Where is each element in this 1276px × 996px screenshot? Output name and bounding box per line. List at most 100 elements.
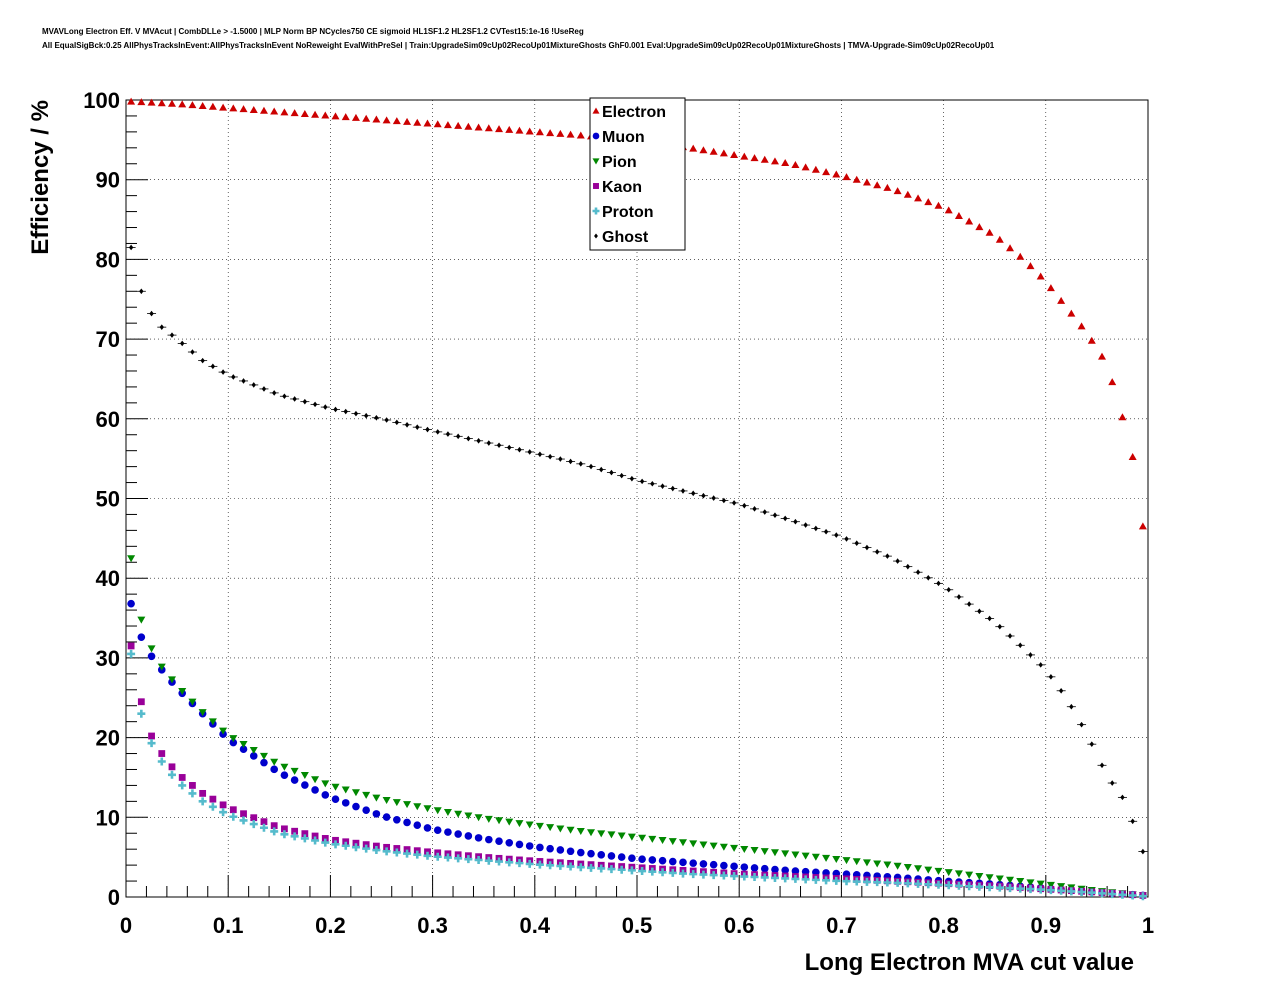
- legend-label: Electron: [602, 104, 666, 121]
- data-point: [351, 843, 360, 852]
- data-points: [126, 97, 1148, 901]
- data-point: [351, 113, 360, 121]
- data-point: [864, 544, 870, 551]
- data-point: [505, 125, 514, 133]
- data-point: [231, 374, 236, 380]
- data-point: [505, 818, 514, 826]
- data-point: [770, 873, 779, 882]
- data-point: [454, 854, 463, 863]
- data-point: [198, 709, 207, 717]
- data-point: [374, 414, 379, 421]
- data-point: [556, 846, 565, 854]
- data-point: [301, 830, 309, 838]
- data-point: [915, 569, 921, 576]
- data-point: [617, 865, 626, 874]
- data-point: [629, 475, 635, 482]
- data-point: [1057, 296, 1066, 304]
- data-point: [576, 131, 585, 139]
- data-point: [384, 417, 389, 423]
- data-point: [1046, 284, 1055, 292]
- legend-marker-kaon: [593, 183, 599, 189]
- data-point: [159, 324, 164, 330]
- legend-entry-pion: Pion: [592, 154, 637, 171]
- data-point: [1036, 272, 1045, 280]
- data-point: [546, 824, 555, 832]
- data-point: [280, 771, 289, 779]
- data-point: [995, 235, 1004, 243]
- data-point: [627, 833, 636, 841]
- data-point: [280, 763, 289, 771]
- y-axis-title: Efficiency / %: [27, 100, 54, 255]
- x-tick-label: 0: [120, 913, 132, 938]
- data-point: [793, 518, 798, 525]
- data-point: [731, 500, 737, 506]
- data-point: [464, 122, 473, 130]
- data-point: [832, 170, 841, 178]
- data-point: [1087, 888, 1096, 897]
- y-tick-label: 80: [96, 247, 120, 272]
- data-point: [311, 836, 320, 845]
- data-point: [658, 868, 667, 877]
- data-point: [1026, 262, 1035, 270]
- data-point: [903, 864, 912, 872]
- data-point: [914, 879, 923, 888]
- data-point: [200, 357, 205, 364]
- data-point: [995, 875, 1004, 883]
- legend-label: Muon: [602, 129, 645, 146]
- data-point: [443, 853, 452, 862]
- data-point: [709, 860, 718, 869]
- data-point: [791, 874, 800, 883]
- data-point: [638, 855, 646, 863]
- data-point: [300, 772, 309, 780]
- x-tick-label: 0.9: [1031, 913, 1062, 938]
- data-point: [474, 855, 483, 864]
- legend-entry-muon: Muon: [592, 129, 645, 146]
- data-point: [127, 599, 135, 608]
- data-point: [781, 850, 790, 858]
- data-point: [464, 832, 473, 840]
- data-point: [312, 401, 318, 408]
- data-point: [936, 580, 941, 587]
- data-point: [965, 882, 974, 891]
- data-point: [168, 763, 176, 771]
- data-point: [801, 163, 810, 171]
- data-point: [619, 472, 624, 479]
- data-point: [1026, 879, 1035, 887]
- data-point: [1099, 762, 1105, 769]
- data-point: [464, 812, 473, 820]
- y-tick-label: 60: [96, 407, 120, 432]
- data-point: [721, 497, 727, 504]
- data-point: [934, 880, 943, 889]
- data-point: [1108, 378, 1117, 386]
- data-point: [709, 842, 718, 850]
- data-point: [485, 835, 493, 844]
- data-point: [944, 869, 953, 877]
- data-point: [801, 852, 810, 860]
- data-point: [291, 827, 299, 835]
- data-point: [1016, 252, 1025, 260]
- data-point: [638, 834, 647, 842]
- data-point: [147, 652, 156, 661]
- data-point: [760, 873, 769, 882]
- data-point: [1006, 876, 1015, 884]
- data-point: [484, 124, 493, 132]
- data-point: [425, 426, 430, 433]
- data-point: [178, 100, 187, 108]
- data-point: [1046, 886, 1055, 895]
- data-point: [229, 812, 238, 821]
- data-point: [535, 128, 544, 136]
- data-point: [281, 825, 288, 833]
- data-point: [454, 810, 463, 818]
- legend-entry-kaon: Kaon: [593, 179, 642, 196]
- data-point: [403, 818, 411, 827]
- data-point: [323, 404, 328, 410]
- data-point: [781, 866, 789, 875]
- data-point: [372, 794, 381, 802]
- data-point: [893, 878, 902, 887]
- data-point: [290, 767, 299, 775]
- data-point: [280, 830, 289, 839]
- data-point: [956, 594, 962, 600]
- data-point: [699, 860, 708, 868]
- data-point: [760, 155, 769, 163]
